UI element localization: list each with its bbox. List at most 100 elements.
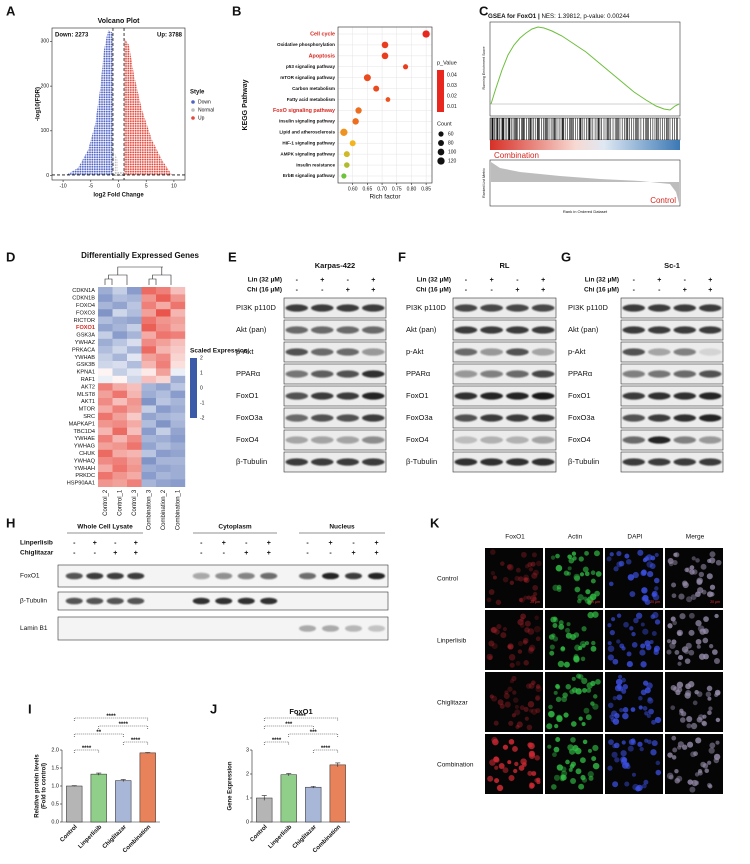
- panel-letter: G: [561, 249, 571, 264]
- cell: [685, 567, 691, 573]
- band: [699, 414, 722, 422]
- cell: [527, 562, 533, 568]
- colorbar: [437, 70, 444, 112]
- heat-cell: [98, 405, 113, 413]
- cell: [494, 765, 499, 770]
- size-legend-label: 80: [448, 140, 454, 146]
- pathway-dot: [385, 97, 391, 102]
- cell: [550, 616, 557, 623]
- heat-cell: [170, 346, 186, 354]
- cell: [535, 696, 541, 702]
- heat-cell: [156, 316, 171, 325]
- cell: [508, 654, 516, 661]
- band: [192, 597, 210, 605]
- heat-cell: [112, 301, 128, 310]
- gene-label: YWHAE: [74, 436, 95, 442]
- significance-bracket: [263, 741, 290, 745]
- cell: [710, 592, 715, 597]
- heat-cell: [127, 427, 142, 436]
- band: [699, 370, 722, 378]
- heat-cell: [170, 412, 186, 421]
- heat-cell: [170, 316, 186, 325]
- cell: [698, 571, 705, 578]
- cell: [666, 639, 672, 644]
- cell: [519, 597, 525, 603]
- protein-label: FoxO1: [236, 391, 259, 400]
- band: [506, 304, 529, 312]
- x-tick-label: Chiglitazar: [292, 824, 318, 850]
- cell: [531, 771, 537, 777]
- band: [531, 370, 555, 378]
- cell: [651, 740, 658, 747]
- cell: [705, 691, 712, 698]
- cell: [574, 747, 582, 755]
- band: [345, 572, 362, 580]
- band: [648, 304, 671, 312]
- cell: [518, 597, 523, 602]
- cell: [651, 630, 657, 636]
- blot-strip: [452, 385, 557, 407]
- cell: [494, 757, 500, 763]
- gene-label: MLST8: [77, 392, 95, 398]
- heat-cell: [141, 353, 157, 362]
- cell: [512, 690, 517, 695]
- band: [480, 348, 503, 356]
- cell: [526, 724, 533, 731]
- treatment-sign: +: [351, 550, 355, 557]
- row-label: Combination: [437, 762, 474, 769]
- protein-label: FoxO4: [568, 435, 591, 444]
- protein-label: PPARα: [568, 369, 593, 378]
- legend-swatch: [191, 116, 195, 120]
- band: [336, 326, 359, 334]
- heat-cell: [112, 361, 128, 369]
- heat-cell: [127, 442, 142, 450]
- cell: [495, 599, 502, 606]
- cell: [621, 677, 626, 683]
- heat-cell: [98, 427, 113, 436]
- cell: [672, 747, 678, 753]
- cell: [555, 696, 562, 703]
- blot-strip: [283, 451, 387, 473]
- cell: [575, 688, 582, 695]
- band: [454, 370, 478, 378]
- cell: [523, 577, 528, 583]
- protein-label: β-Tubulin: [568, 457, 599, 466]
- band: [531, 414, 555, 422]
- heat-cell: [170, 405, 186, 413]
- cell: [696, 644, 701, 649]
- heat-cell: [141, 361, 157, 369]
- micrograph: [485, 548, 543, 608]
- heat-cell: [98, 353, 113, 362]
- band: [322, 625, 339, 632]
- gene-label: FOXO3: [76, 310, 95, 316]
- treatment-sign: +: [490, 277, 494, 284]
- volcano-clouds: [66, 30, 172, 176]
- colorbar-tick-label: 0.02: [447, 94, 457, 100]
- cell: [684, 692, 691, 699]
- treatment-sign: -: [516, 277, 519, 284]
- cell: [641, 587, 648, 594]
- legend-label: Down: [198, 99, 211, 105]
- cell: [575, 673, 582, 679]
- cell: [488, 589, 495, 595]
- colorbar-tick-label: 0: [200, 385, 203, 391]
- cell: [511, 713, 517, 718]
- cell: [572, 556, 577, 561]
- cell: [546, 723, 553, 730]
- bar: [66, 785, 83, 823]
- cell: [695, 737, 702, 744]
- plot-frame: [51, 27, 186, 181]
- cell: [640, 661, 647, 668]
- cell: [646, 561, 653, 568]
- band: [673, 414, 696, 422]
- bar: [280, 774, 297, 823]
- heat-cell: [112, 420, 128, 428]
- heat-cell: [112, 405, 128, 413]
- band: [285, 348, 308, 356]
- cell: [641, 569, 647, 575]
- cell: [565, 632, 572, 639]
- cell: [531, 708, 538, 715]
- heat-cell: [112, 383, 128, 391]
- protein-label: β-Tubulin: [20, 598, 47, 605]
- cell: [535, 694, 541, 701]
